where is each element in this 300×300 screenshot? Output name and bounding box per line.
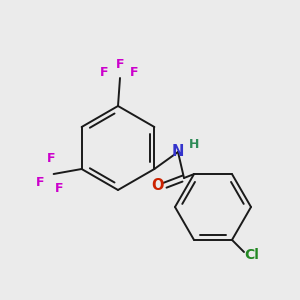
Text: Cl: Cl (244, 248, 260, 262)
Text: H: H (189, 137, 199, 151)
Text: N: N (172, 145, 184, 160)
Text: O: O (152, 178, 164, 194)
Text: F: F (46, 152, 55, 166)
Text: F: F (35, 176, 44, 188)
Text: F: F (54, 182, 63, 194)
Text: F: F (100, 65, 108, 79)
Text: F: F (130, 65, 138, 79)
Text: F: F (116, 58, 124, 70)
